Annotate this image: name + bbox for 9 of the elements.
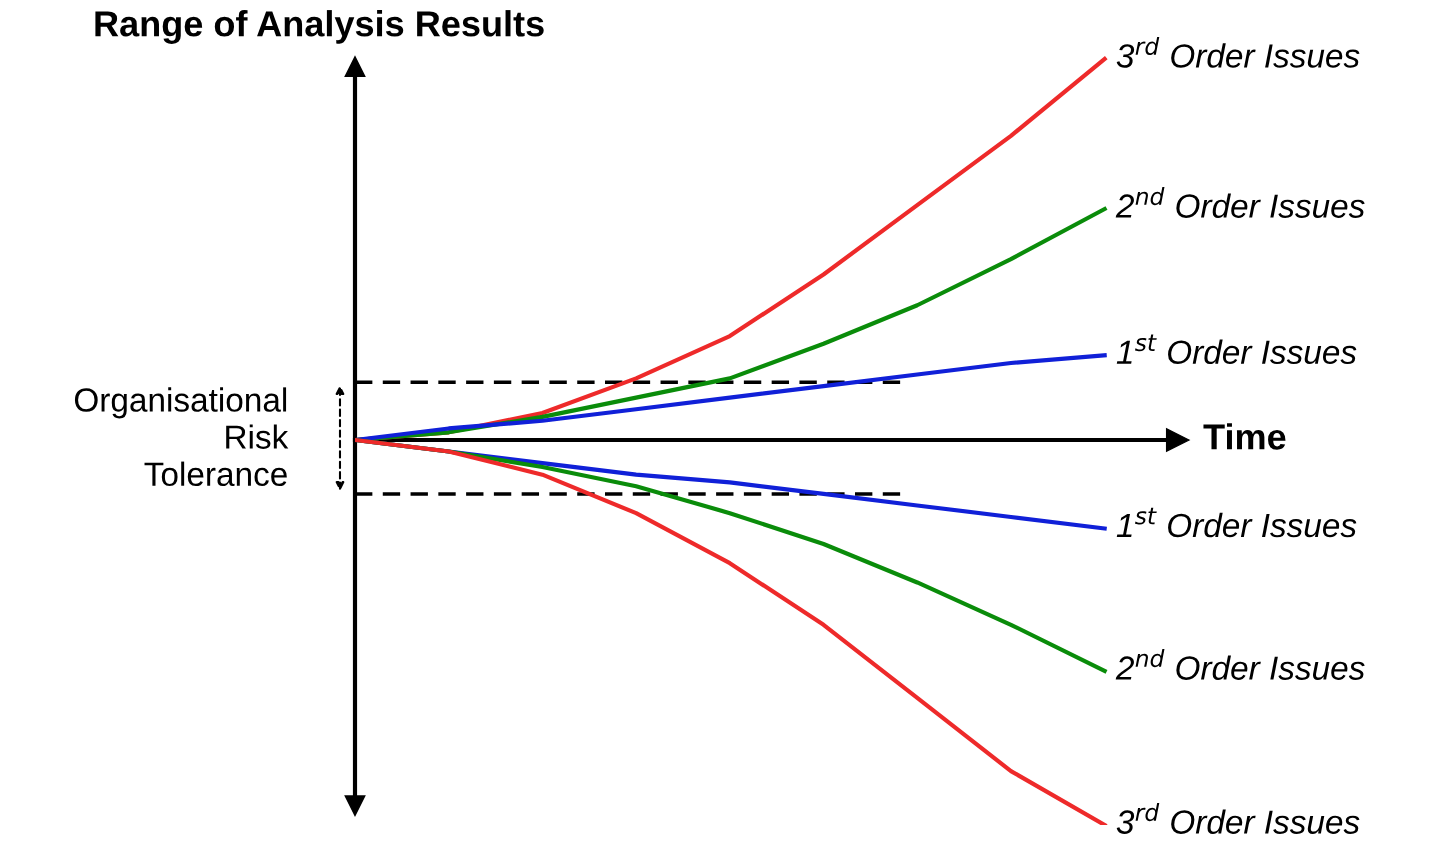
series-label: 3$^{rd}$ Order Issues xyxy=(1116,36,1360,68)
x-axis-title: Time xyxy=(1203,423,1286,450)
series-label: 2$^{nd}$ Order Issues xyxy=(1115,649,1365,680)
series-label: 1$^{st}$ Order Issues xyxy=(1116,507,1357,538)
chart-title: Range of Analysis Results xyxy=(95,10,544,44)
series-label: 2$^{nd}$ Order Issues xyxy=(1115,187,1365,218)
text: Organisational Risk Tolerance xyxy=(74,387,289,487)
series-label: 3$^{rd}$ Order Issues xyxy=(1116,803,1360,834)
series-label: 1$^{st}$ Order Issues xyxy=(1116,334,1357,365)
